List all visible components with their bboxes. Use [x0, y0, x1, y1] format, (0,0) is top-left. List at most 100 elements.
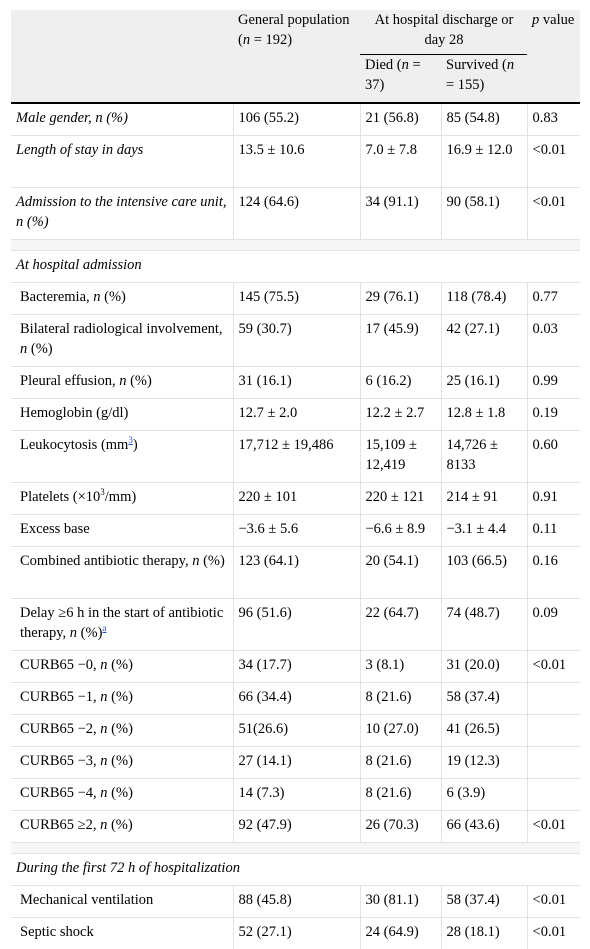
row-label: Delay ≥6 h in the start of antibiotic th… [11, 599, 233, 651]
table-row: Male gender, n (%)106 (55.2)21 (56.8)85 … [11, 103, 580, 136]
cell-survived: 118 (78.4) [441, 283, 527, 315]
cell-p-value [527, 715, 580, 747]
cell-p-value: <0.01 [527, 651, 580, 683]
cell-general: 124 (64.6) [233, 188, 360, 240]
cell-p-value: 0.09 [527, 599, 580, 651]
cell-survived: 85 (54.8) [441, 103, 527, 136]
cell-p-value: 0.19 [527, 399, 580, 431]
cell-survived: 66 (43.6) [441, 811, 527, 843]
cell-survived: 19 (12.3) [441, 747, 527, 779]
cell-general: 34 (17.7) [233, 651, 360, 683]
table-row: CURB65 −2, n (%)51(26.6)10 (27.0)41 (26.… [11, 715, 580, 747]
cell-general: 59 (30.7) [233, 315, 360, 367]
table-row: Delay ≥6 h in the start of antibiotic th… [11, 599, 580, 651]
row-label: Excess base [11, 515, 233, 547]
row-label: Mechanical ventilation [11, 886, 233, 918]
cell-general: 13.5 ± 10.6 [233, 136, 360, 188]
cell-p-value: 0.16 [527, 547, 580, 599]
cell-died: 8 (21.6) [360, 779, 441, 811]
cell-p-value: <0.01 [527, 811, 580, 843]
cell-survived: 41 (26.5) [441, 715, 527, 747]
table-row: Pleural effusion, n (%)31 (16.1)6 (16.2)… [11, 367, 580, 399]
table-row: Bilateral radiological involvement, n (%… [11, 315, 580, 367]
cell-p-value: <0.01 [527, 136, 580, 188]
table-row: CURB65 −0, n (%)34 (17.7)3 (8.1)31 (20.0… [11, 651, 580, 683]
cell-survived: −3.1 ± 4.4 [441, 515, 527, 547]
cell-general: 96 (51.6) [233, 599, 360, 651]
cell-survived: 214 ± 91 [441, 483, 527, 515]
cell-p-value: <0.01 [527, 188, 580, 240]
table-row: Admission to the intensive care unit, n … [11, 188, 580, 240]
table-row: CURB65 −4, n (%)14 (7.3)8 (21.6)6 (3.9) [11, 779, 580, 811]
cell-survived: 58 (37.4) [441, 886, 527, 918]
row-label: CURB65 −2, n (%) [11, 715, 233, 747]
section-header-row: During the first 72 h of hospitalization [11, 854, 580, 886]
header-p-value: p value [527, 10, 580, 103]
cell-died: 26 (70.3) [360, 811, 441, 843]
cell-survived: 25 (16.1) [441, 367, 527, 399]
cell-general: 106 (55.2) [233, 103, 360, 136]
row-label: CURB65 −1, n (%) [11, 683, 233, 715]
data-table: General population (n = 192) At hospital… [11, 10, 580, 949]
row-label: CURB65 −3, n (%) [11, 747, 233, 779]
row-label: Bacteremia, n (%) [11, 283, 233, 315]
cell-died: 12.2 ± 2.7 [360, 399, 441, 431]
cell-p-value: <0.01 [527, 886, 580, 918]
row-label: Leukocytosis (mm3) [11, 431, 233, 483]
cell-survived: 14,726 ± 8133 [441, 431, 527, 483]
header-died: Died (n = 37) [360, 55, 441, 104]
cell-general: 31 (16.1) [233, 367, 360, 399]
cell-died: 34 (91.1) [360, 188, 441, 240]
cell-general: 145 (75.5) [233, 283, 360, 315]
cell-general: 27 (14.1) [233, 747, 360, 779]
row-label: Bilateral radiological involvement, n (%… [11, 315, 233, 367]
cell-general: 123 (64.1) [233, 547, 360, 599]
cell-survived: 31 (20.0) [441, 651, 527, 683]
cell-died: 3 (8.1) [360, 651, 441, 683]
cell-p-value: 0.83 [527, 103, 580, 136]
cell-died: −6.6 ± 8.9 [360, 515, 441, 547]
table-row: CURB65 −1, n (%)66 (34.4)8 (21.6)58 (37.… [11, 683, 580, 715]
row-label: CURB65 −4, n (%) [11, 779, 233, 811]
cell-survived: 6 (3.9) [441, 779, 527, 811]
cell-died: 10 (27.0) [360, 715, 441, 747]
row-label: CURB65 ≥2, n (%) [11, 811, 233, 843]
cell-p-value: 0.99 [527, 367, 580, 399]
row-label: Male gender, n (%) [11, 103, 233, 136]
cell-survived: 58 (37.4) [441, 683, 527, 715]
cell-survived: 16.9 ± 12.0 [441, 136, 527, 188]
cell-survived: 28 (18.1) [441, 918, 527, 949]
cell-general: 220 ± 101 [233, 483, 360, 515]
cell-general: 52 (27.1) [233, 918, 360, 949]
cell-p-value: 0.60 [527, 431, 580, 483]
cell-died: 21 (56.8) [360, 103, 441, 136]
row-label: CURB65 −0, n (%) [11, 651, 233, 683]
cell-died: 220 ± 121 [360, 483, 441, 515]
cell-p-value [527, 683, 580, 715]
cell-general: 88 (45.8) [233, 886, 360, 918]
cell-p-value [527, 779, 580, 811]
cell-died: 15,109 ± 12,419 [360, 431, 441, 483]
cell-general: 66 (34.4) [233, 683, 360, 715]
section-spacer [11, 240, 580, 251]
cell-p-value: 0.11 [527, 515, 580, 547]
row-label: Pleural effusion, n (%) [11, 367, 233, 399]
table-row: CURB65 −3, n (%)27 (14.1)8 (21.6)19 (12.… [11, 747, 580, 779]
section-header-row: At hospital admission [11, 251, 580, 283]
cell-died: 7.0 ± 7.8 [360, 136, 441, 188]
cell-general: 12.7 ± 2.0 [233, 399, 360, 431]
cell-survived: 90 (58.1) [441, 188, 527, 240]
cell-survived: 42 (27.1) [441, 315, 527, 367]
cell-p-value: 0.77 [527, 283, 580, 315]
header-group-outcome: At hospital discharge or day 28 [360, 10, 527, 55]
cell-p-value: 0.03 [527, 315, 580, 367]
cell-survived: 103 (66.5) [441, 547, 527, 599]
cell-died: 20 (54.1) [360, 547, 441, 599]
section-header: During the first 72 h of hospitalization [11, 854, 580, 886]
cell-general: 92 (47.9) [233, 811, 360, 843]
row-label: Hemoglobin (g/dl) [11, 399, 233, 431]
